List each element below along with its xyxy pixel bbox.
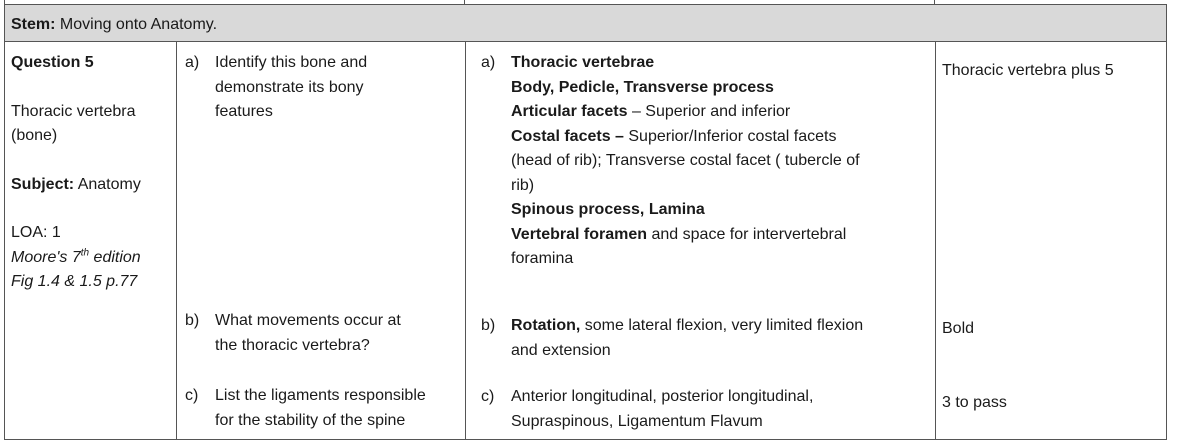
answer-b-text: some lateral flexion, very limited flexi… bbox=[580, 317, 864, 334]
question-a-line: demonstrate its bony bbox=[215, 78, 364, 96]
question-c-line: List the ligaments responsible bbox=[215, 387, 426, 404]
answer-a-label: a) bbox=[481, 54, 496, 71]
answer-b-line: Rotation, some lateral flexion, very lim… bbox=[511, 314, 941, 339]
answer-a-text: and space for intervertebral bbox=[647, 225, 847, 243]
answer-b-bold: Rotation, bbox=[511, 317, 581, 334]
question-a: a) Identify this bone and demonstrate it… bbox=[185, 51, 465, 125]
reference-sup: th bbox=[80, 247, 90, 259]
question-grid: Question 5 Thoracic vertebra (bone) Subj… bbox=[4, 42, 1167, 440]
answer-c-line: Anterior longitudinal, posterior longitu… bbox=[511, 388, 814, 405]
stem-label: Stem: bbox=[11, 16, 56, 33]
answer-a-line: Thoracic vertebrae bbox=[511, 54, 655, 71]
loa: LOA: 1 bbox=[11, 224, 61, 241]
stem-row: Stem: Moving onto Anatomy. bbox=[4, 4, 1167, 42]
answer-a-line: (head of rib); Transverse costal facet (… bbox=[511, 152, 860, 169]
reference-text: Moore's 7 bbox=[11, 248, 81, 266]
question-b-label: b) bbox=[185, 312, 200, 329]
question-a-label: a) bbox=[185, 54, 200, 71]
stem-value: Moving onto Anatomy. bbox=[59, 16, 218, 33]
answer-a-line: Costal facets – Superior/Inferior costal… bbox=[511, 125, 931, 150]
answer-a-line: Spinous process, Lamina bbox=[511, 201, 705, 218]
answer-a-line: Vertebral foramen and space for interver… bbox=[511, 223, 931, 248]
answer-a-line: foramina bbox=[511, 250, 574, 267]
answer-a-line: rib) bbox=[511, 176, 535, 194]
question-c-label: c) bbox=[185, 387, 199, 404]
top-rule-stub bbox=[4, 0, 5, 4]
subject: Subject: Anatomy bbox=[11, 173, 171, 198]
answer-c-label: c) bbox=[481, 388, 495, 405]
mark-a: Thoracic vertebra plus 5 bbox=[942, 62, 1114, 79]
column-divider bbox=[465, 42, 466, 439]
answer-a-bold: Vertebral foramen bbox=[511, 225, 648, 243]
answer-c-line: Supraspinous, Ligamentum Flavum bbox=[511, 412, 763, 430]
question-info: Question 5 Thoracic vertebra (bone) Subj… bbox=[11, 51, 171, 295]
reference-figure: Fig 1.4 & 1.5 p.77 bbox=[11, 273, 138, 290]
subject-label: Subject: bbox=[11, 175, 75, 193]
question-b-line: What movements occur at bbox=[215, 312, 401, 329]
top-rule-stub bbox=[464, 0, 465, 4]
reference: Moore's 7th edition bbox=[11, 246, 171, 271]
answer-a-line: Articular facets – Superior and inferior bbox=[511, 100, 931, 125]
question-b-line: the thoracic vertebra? bbox=[215, 336, 370, 354]
question-b: b) What movements occur at the thoracic … bbox=[185, 309, 465, 358]
column-divider bbox=[935, 42, 936, 439]
answer-a: a) Thoracic vertebrae Body, Pedicle, Tra… bbox=[481, 51, 931, 272]
answer-a-bold: Costal facets – bbox=[511, 127, 624, 145]
mark-c: 3 to pass bbox=[942, 394, 1007, 411]
answer-a-bold: Articular facets bbox=[511, 103, 628, 120]
top-rule-stub bbox=[934, 0, 935, 4]
answer-b-line: and extension bbox=[511, 341, 611, 359]
question-c-line: for the stability of the spine bbox=[215, 411, 406, 429]
mark-b: Bold bbox=[942, 320, 975, 337]
exam-table: Stem: Moving onto Anatomy. Question 5 Th… bbox=[4, 0, 1169, 440]
column-divider bbox=[176, 42, 177, 439]
question-a-line: features bbox=[215, 103, 273, 120]
topic-line: Thoracic vertebra bbox=[11, 102, 136, 120]
topic-line: (bone) bbox=[11, 127, 58, 144]
stem-text: Stem: Moving onto Anatomy. bbox=[11, 15, 217, 34]
answer-a-text: – Superior and inferior bbox=[627, 103, 791, 120]
subject-value: Anatomy bbox=[77, 175, 141, 193]
question-a-line: Identify this bone and bbox=[215, 54, 368, 71]
answer-b: b) Rotation, some lateral flexion, very … bbox=[481, 314, 941, 363]
answer-b-label: b) bbox=[481, 317, 496, 334]
answer-c: c) Anterior longitudinal, posterior long… bbox=[481, 385, 931, 434]
answer-a-text: Superior/Inferior costal facets bbox=[623, 127, 837, 145]
answer-a-line: Body, Pedicle, Transverse process bbox=[511, 78, 774, 96]
question-number: Question 5 bbox=[11, 54, 94, 71]
reference-text: edition bbox=[89, 248, 141, 266]
question-c: c) List the ligaments responsible for th… bbox=[185, 384, 465, 433]
